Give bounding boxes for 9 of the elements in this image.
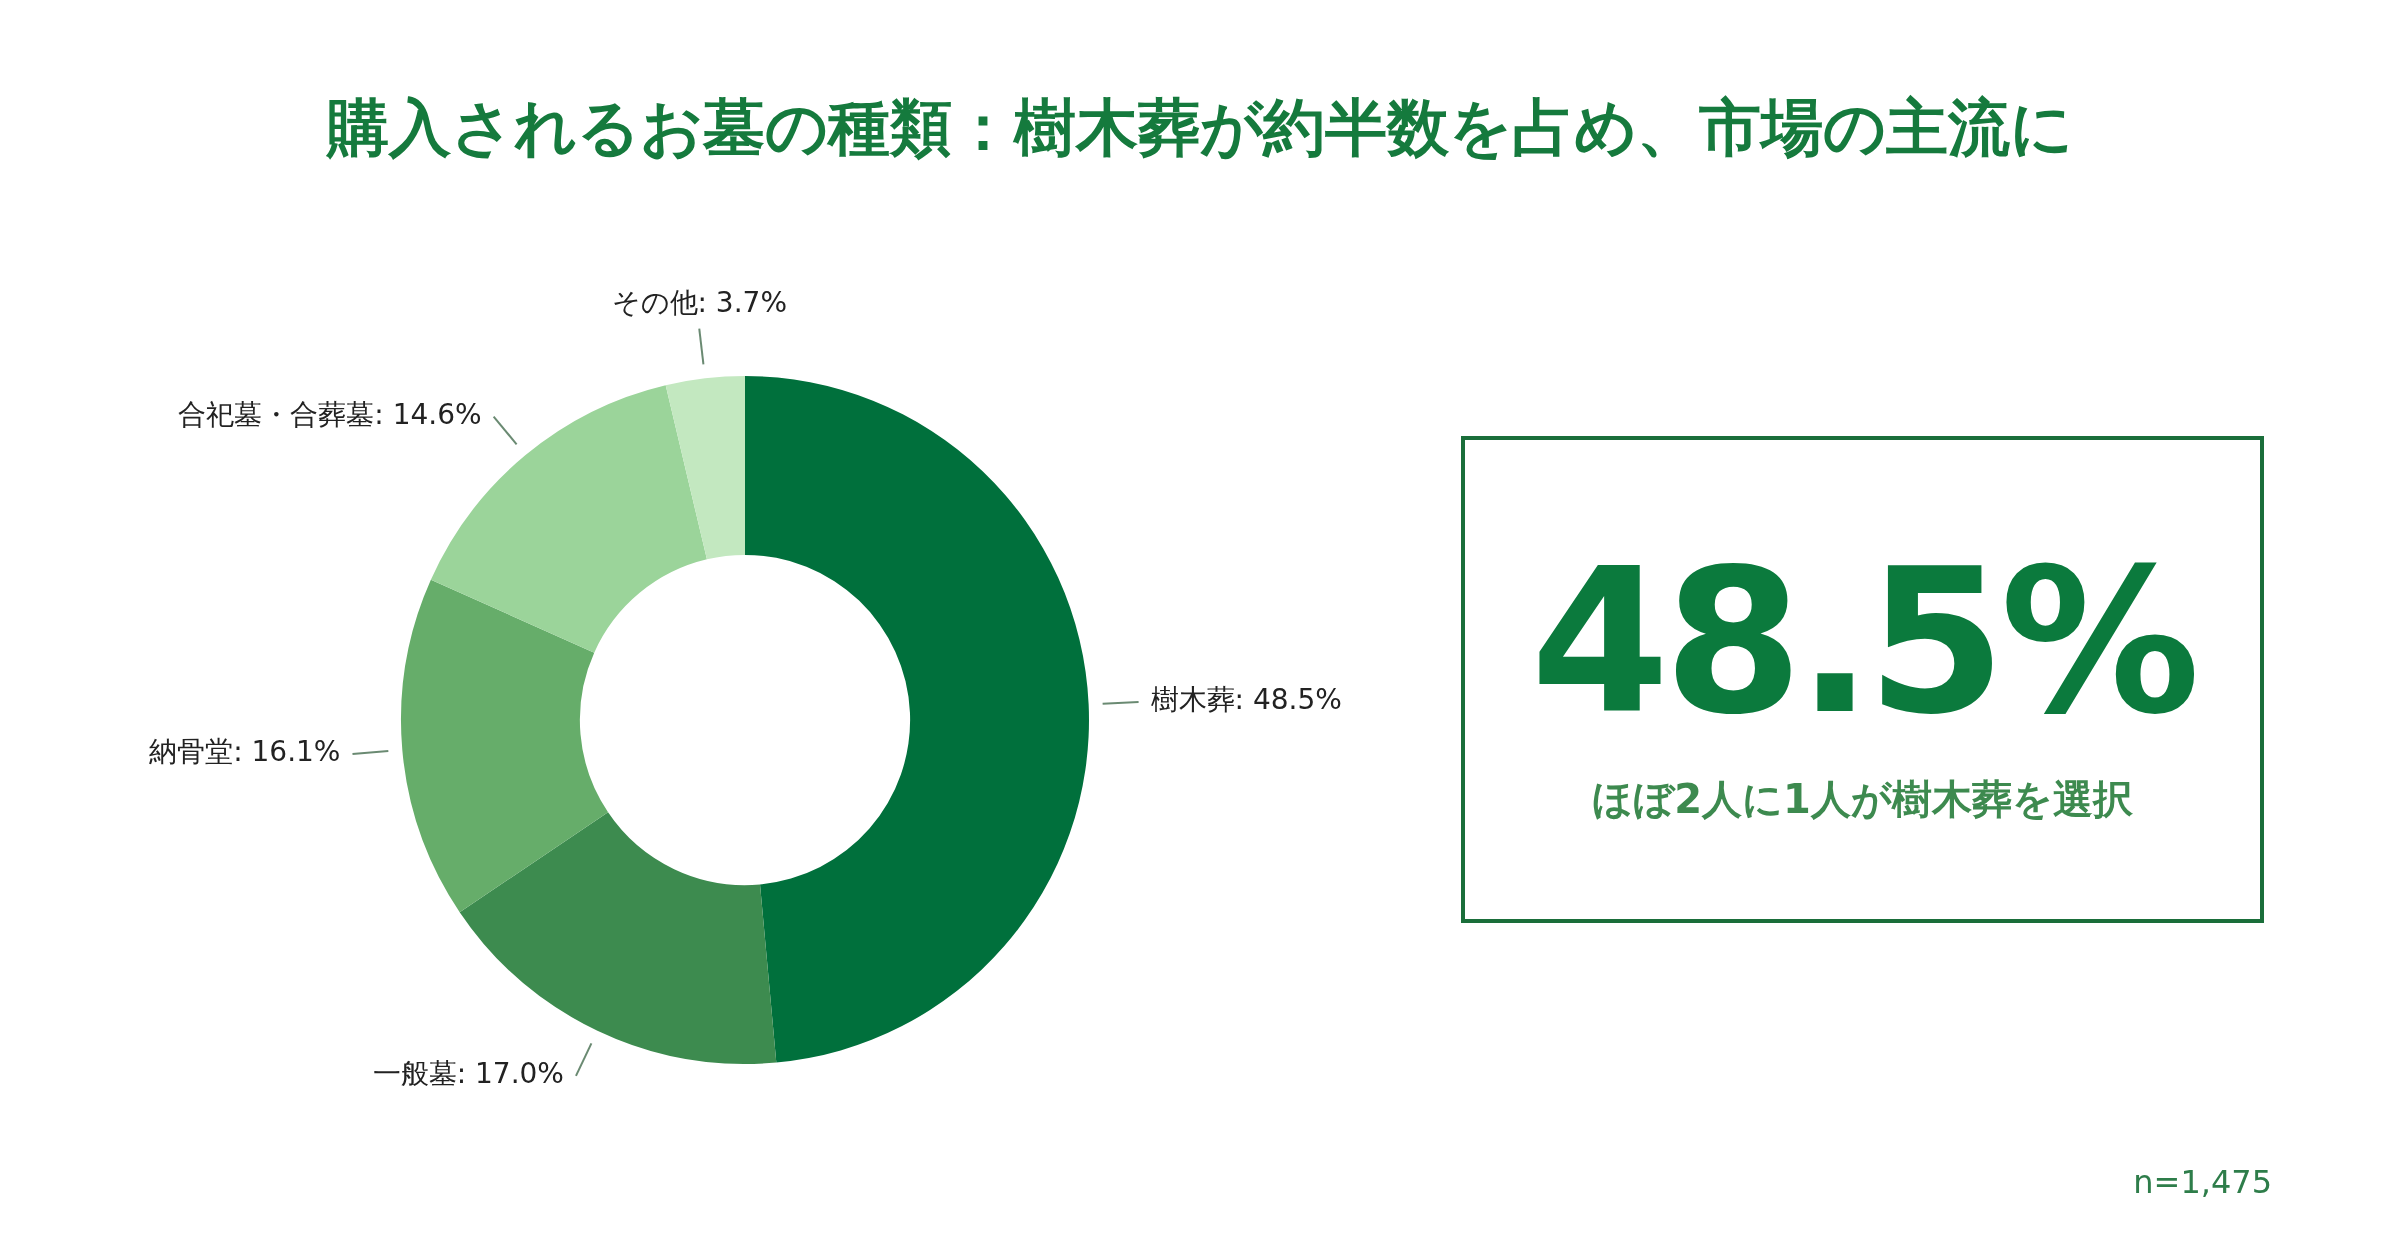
chart-title: 購入されるお墓の種類：樹木葬が約半数を占め、市場の主流に [325,90,2074,166]
slice-label: 一般墓: 17.0% [372,1057,564,1091]
slice-label: 合祀墓・合葬墓: 14.6% [178,397,482,431]
data-label: 48.5% [1530,525,2195,758]
text: n=1,475 [2133,1163,2272,1201]
slice-label: 納骨堂: 16.1% [149,735,341,769]
text: ほぼ2人に1人が樹木葬を選択 [1592,775,2133,824]
slice-label: その他: 3.7% [611,285,787,319]
slice-label: 樹木葬: 48.5% [1150,683,1342,717]
